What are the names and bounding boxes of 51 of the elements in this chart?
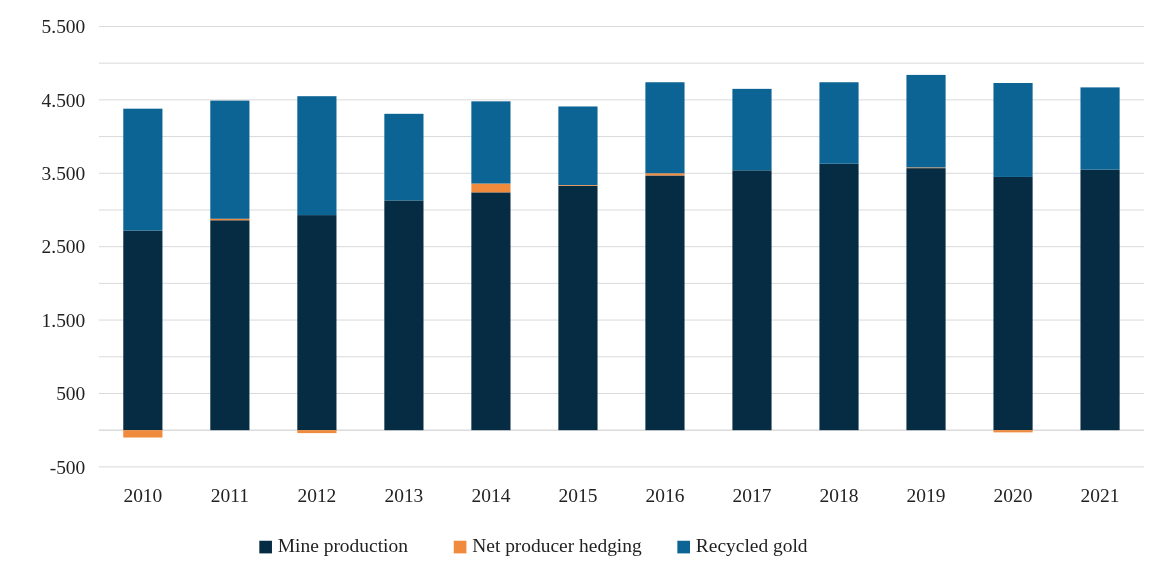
bar [297,430,337,434]
bar [471,192,511,431]
bar [1080,87,1120,170]
x-tick-label: 2018 [819,484,859,506]
legend-label: Net producer hedging [472,535,642,557]
bar [1080,169,1120,431]
bar [384,113,424,201]
y-tick-label: 2.500 [41,236,86,258]
y-tick-label: 3.500 [41,163,86,185]
x-tick-label: 2012 [297,484,337,506]
legend-label: Recycled gold [695,535,808,557]
bar [993,82,1033,177]
x-tick-label: 2011 [210,484,249,506]
y-tick-label: 5.500 [41,16,86,38]
bar [123,108,163,231]
bar [645,173,685,176]
bar [297,215,337,431]
bar [384,200,424,431]
bar [906,168,946,431]
y-tick-label: -500 [49,456,86,478]
legend-label: Mine production [277,535,409,557]
bar [993,176,1033,431]
bar [471,101,511,184]
bar [732,88,772,171]
y-tick-label: 500 [56,383,86,405]
x-tick-label: 2010 [123,484,163,506]
bar [819,82,859,164]
bar [645,82,685,174]
y-tick-label: 1.500 [41,309,86,331]
bar [123,430,163,438]
x-tick-label: 2014 [471,484,511,506]
bar [993,430,1033,433]
x-tick-label: 2015 [558,484,598,506]
x-tick-label: 2017 [732,484,772,506]
bar [558,185,598,431]
bar [819,163,859,431]
bar [645,175,685,431]
bar [906,74,946,168]
y-tick-label: 4.500 [41,89,86,111]
bar [471,183,511,193]
x-tick-label: 2016 [645,484,685,506]
bar [558,106,598,186]
bar [732,170,772,431]
x-tick-label: 2013 [384,484,424,506]
bar [297,96,337,216]
x-tick-label: 2021 [1080,484,1120,506]
bar [210,100,250,219]
bar [210,220,250,431]
x-tick-label: 2019 [906,484,946,506]
x-tick-label: 2020 [993,484,1033,506]
bar [123,230,163,431]
